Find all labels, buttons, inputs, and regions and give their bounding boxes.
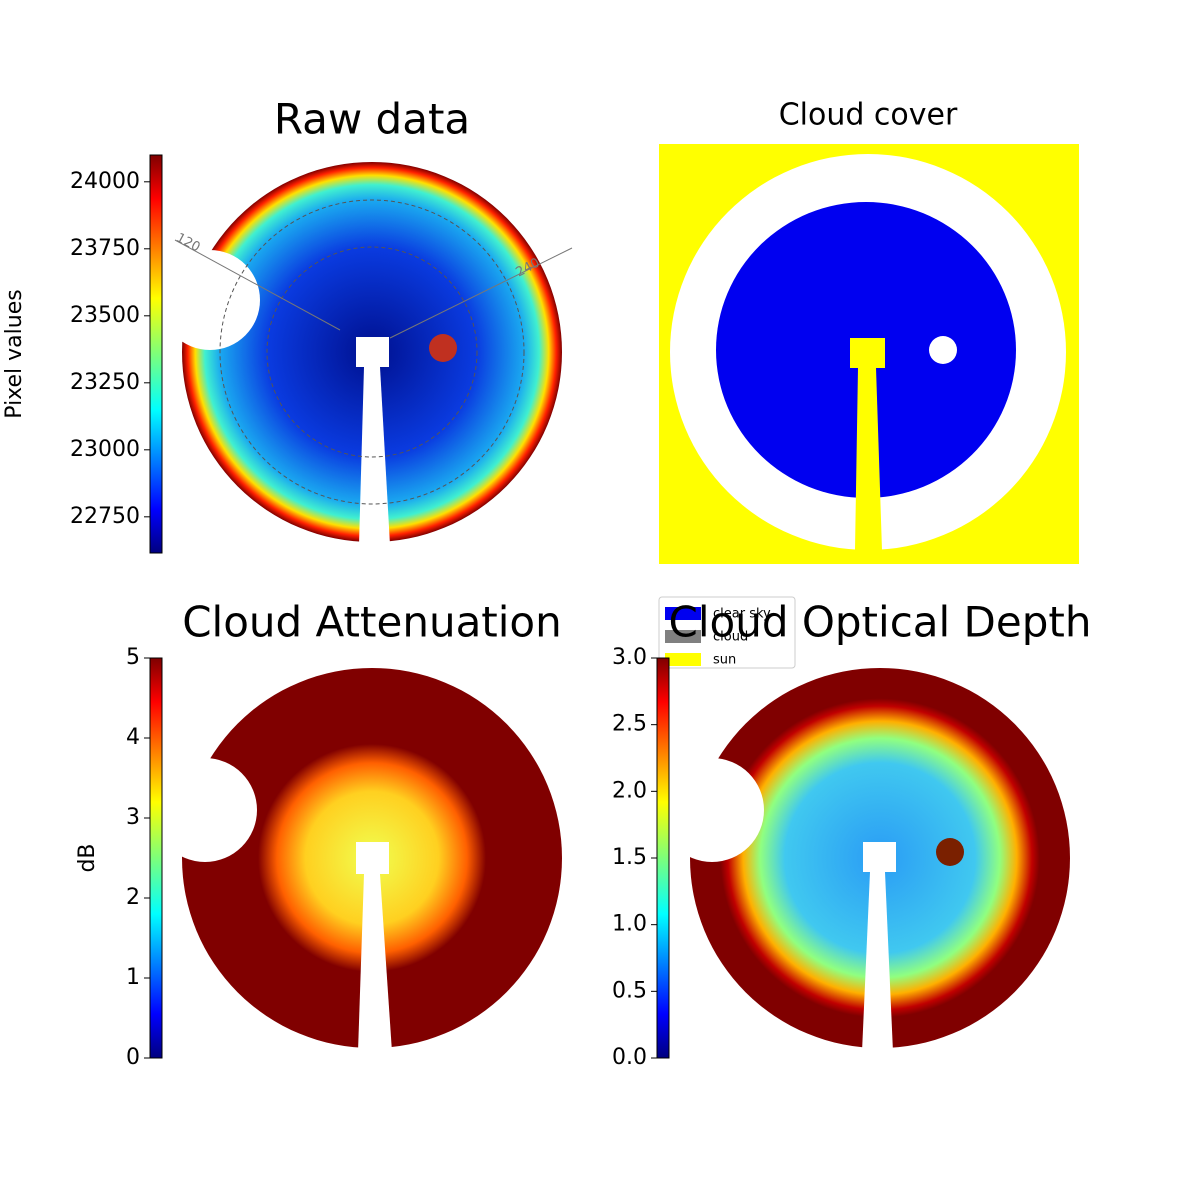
colorbar-tick-label: 22750 <box>70 504 140 529</box>
raw-image <box>160 162 573 545</box>
colorbar-tick-label: 1.0 <box>612 912 647 937</box>
cloud-cover-image <box>659 144 1079 564</box>
legend-label: sun <box>713 653 736 668</box>
legend-swatch <box>665 630 701 643</box>
panel-title: Cloud Attenuation <box>182 598 562 647</box>
colorbar-tick-label: 2.0 <box>612 778 647 803</box>
colorbar <box>656 657 670 1059</box>
colorbar-tick-label: 2.5 <box>612 712 647 737</box>
panel-title: Cloud cover <box>779 98 958 133</box>
legend-label: cloud <box>713 630 748 645</box>
legend-swatch <box>665 653 701 666</box>
colorbar-tick-label: 4 <box>126 725 140 750</box>
colorbar-tick-label: 3 <box>126 805 140 830</box>
colorbar-tick-label: 23750 <box>70 236 140 261</box>
colorbar-tick-label: 0.5 <box>612 978 647 1003</box>
colorbar-tick-label: 0.0 <box>612 1045 647 1070</box>
colorbar-tick-label: 23250 <box>70 370 140 395</box>
colorbar <box>149 154 163 554</box>
colorbar-tick-label: 1.5 <box>612 845 647 870</box>
colorbar-label: dB <box>75 843 100 872</box>
attenuation-image <box>153 668 562 1052</box>
legend-swatch <box>665 607 701 620</box>
colorbar-tick-label: 0 <box>126 1045 140 1070</box>
colorbar-label: Pixel values <box>2 289 27 418</box>
panel-title: Cloud Optical Depth <box>669 598 1092 647</box>
colorbar <box>149 657 163 1059</box>
colorbar-tick-label: 23000 <box>70 437 140 462</box>
colorbar-tick-label: 2 <box>126 885 140 910</box>
legend-label: clear sky <box>713 607 771 622</box>
optical-depth-image <box>660 668 1070 1052</box>
colorbar-tick-label: 24000 <box>70 169 140 194</box>
colorbar-tick-label: 5 <box>126 645 140 670</box>
colorbar-tick-label: 3.0 <box>612 645 647 670</box>
panel-title: Raw data <box>274 95 470 144</box>
colorbar-tick-label: 1 <box>126 965 140 990</box>
colorbar-tick-label: 23500 <box>70 303 140 328</box>
